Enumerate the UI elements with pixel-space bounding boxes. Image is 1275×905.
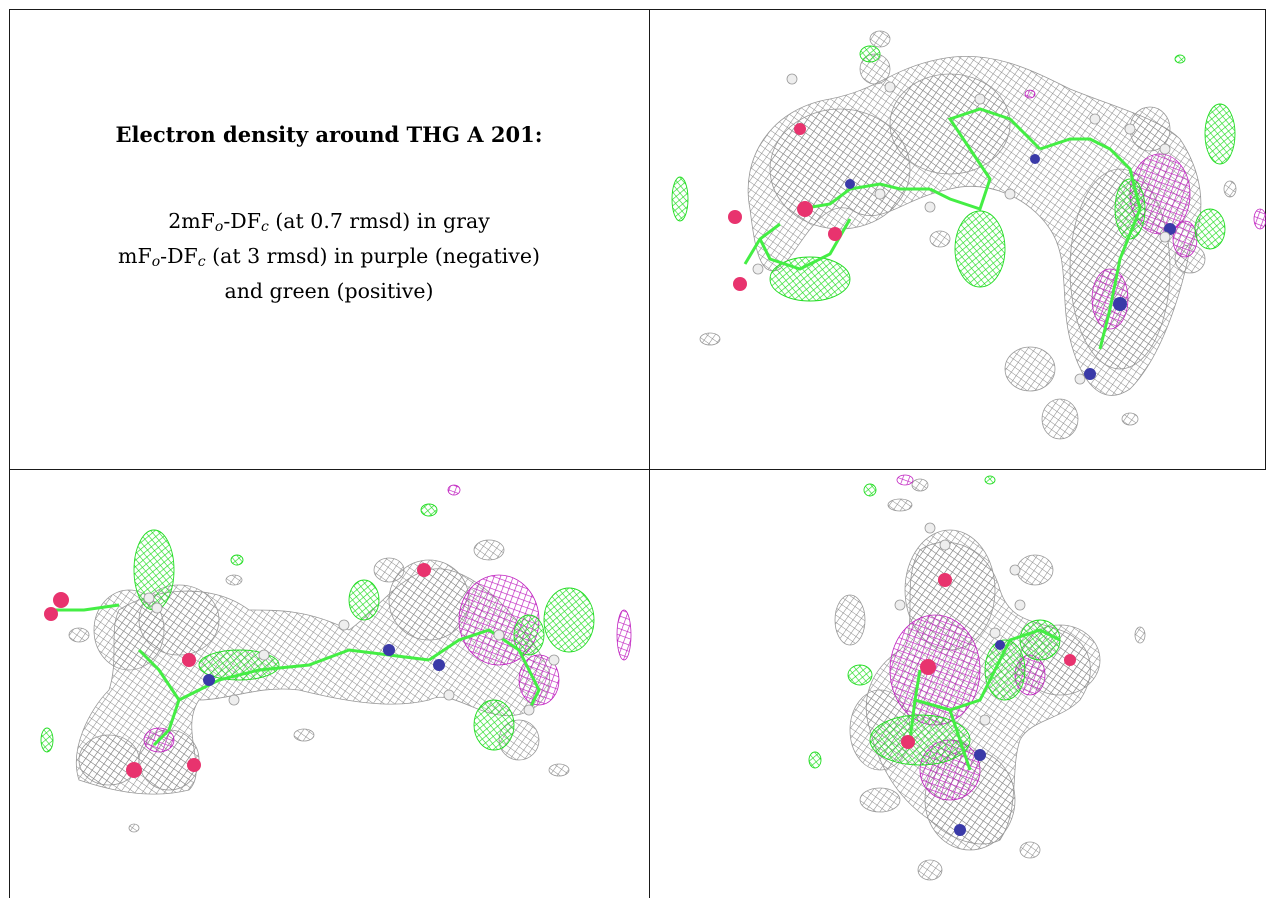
density-view-bottom-right [650,470,1266,898]
nitrogen-atoms [845,154,1176,380]
table-divider-horizontal [9,469,1266,470]
density-map-view-3 [808,474,1146,881]
hydrogen-atoms [894,522,1026,726]
table-divider-vertical [649,9,650,898]
legend-line-positive: and green (positive) [224,279,434,303]
hydrogen-atoms [143,592,560,716]
density-view-bottom-left [9,470,649,898]
table-border-right [1265,9,1266,470]
ligand-stick-model [908,628,1061,771]
caption-panel: Electron density around THG A 201: 2mFo-… [9,9,649,469]
table-border-top [9,9,1266,10]
oxygen-atoms [44,563,431,778]
density-map-view-1 [671,30,1266,440]
nitrogen-atoms [954,640,1005,836]
legend-line-difference: mFo-DFc (at 3 rmsd) in purple (negative) [118,244,540,270]
nitrogen-atoms [203,644,445,686]
legend-line-gray: 2mFo-DFc (at 0.7 rmsd) in gray [168,209,490,235]
hydrogen-atoms [752,73,1171,385]
density-view-top-right [650,9,1266,469]
figure-title: Electron density around THG A 201: [115,122,543,147]
gray-density-mesh [68,539,570,833]
ligand-stick-model [743,107,1142,350]
oxygen-atoms [901,573,1076,749]
green-density-mesh [40,503,595,753]
figure-legend: 2mFo-DFc (at 0.7 rmsd) in gray mFo-DFc (… [9,207,649,306]
density-map-view-2 [40,484,632,833]
gray-density-mesh [699,30,1237,440]
oxygen-atoms [728,123,842,291]
green-density-mesh [808,475,1061,769]
table-border-left [9,9,10,898]
